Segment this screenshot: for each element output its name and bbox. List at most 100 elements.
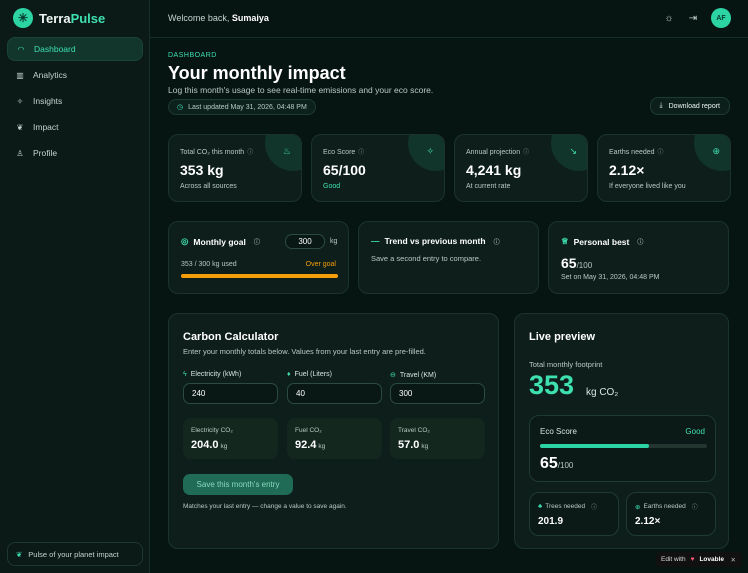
app-name: Terra: [39, 10, 71, 26]
fuel-input[interactable]: 40: [287, 383, 382, 404]
sidebar-item-label: Dashboard: [34, 44, 76, 54]
sparkle-icon: ✧: [426, 146, 434, 156]
page-eyebrow: DASHBOARD: [168, 52, 217, 59]
info-icon[interactable]: ⓘ: [358, 150, 365, 156]
close-icon[interactable]: ✕: [730, 556, 736, 564]
info-icon[interactable]: ⓘ: [247, 150, 254, 156]
gauge-icon: ◠: [17, 44, 25, 54]
earths-needed-box: ⊕ Earths needed ⓘ 2.12×: [626, 492, 716, 536]
sidebar-item-label: Insights: [33, 96, 63, 106]
info-icon[interactable]: ⓘ: [253, 240, 260, 246]
sidebar-item-dashboard[interactable]: ◠ Dashboard: [7, 37, 143, 61]
sidebar-item-analytics[interactable]: ▥ Analytics: [7, 63, 143, 87]
info-icon[interactable]: ⓘ: [523, 150, 530, 156]
app-logo[interactable]: ✳ TerraPulse: [13, 8, 105, 28]
stat-note: If everyone lived like you: [609, 183, 686, 190]
sidebar-item-label: Profile: [33, 148, 58, 158]
avatar[interactable]: AF: [711, 8, 731, 28]
bar-chart-icon: ▥: [16, 70, 24, 80]
clock-icon: ◷: [177, 104, 184, 111]
globe-icon: ⊕: [712, 146, 720, 156]
sidebar-footer-text: Pulse of your planet impact: [28, 549, 119, 559]
electricity-input[interactable]: 240: [183, 383, 278, 404]
travel-input[interactable]: 300: [390, 383, 485, 404]
page-title: Your monthly impact: [168, 63, 346, 83]
fuel-drop-icon: ♦: [287, 371, 291, 378]
sidebar-item-profile[interactable]: ♙ Profile: [7, 141, 143, 165]
preview-title: Live preview: [529, 331, 596, 343]
logo-icon: ✳: [13, 8, 33, 28]
stat-note: At current rate: [466, 183, 511, 190]
leaf-icon: ❦: [16, 122, 24, 132]
trophy-icon: ♕: [561, 236, 569, 246]
globe-icon: ⊕: [635, 503, 641, 511]
eco-score-bar: [540, 444, 707, 448]
edit-with-lovable-badge[interactable]: Edit with ♥ Lovable ✕: [656, 552, 742, 567]
leaf-icon: ❦: [16, 549, 23, 559]
stat-value: 353 kg: [180, 162, 224, 178]
calculator-title: Carbon Calculator: [183, 331, 279, 343]
eco-score-fill: [540, 444, 649, 448]
personal-best-card: ♕ Personal best ⓘ 65/100 Set on May 31, 20…: [548, 221, 729, 294]
stat-value: 2.12×: [609, 162, 645, 178]
total-footprint-value: 353: [529, 370, 575, 400]
topbar: Welcome back, Sumaiya ☼ ⇥ AF: [150, 0, 748, 38]
download-report-button[interactable]: ⤓ Download report: [649, 97, 730, 115]
sidebar-item-label: Impact: [33, 122, 59, 132]
theme-toggle-icon[interactable]: ☼: [664, 12, 674, 24]
sparkles-icon: ✧: [16, 96, 24, 106]
goal-progress-bar: [181, 274, 338, 278]
sidebar: ✳ TerraPulse ◠ Dashboard ▥ Analytics ✧ Insi…: [0, 0, 150, 573]
trend-card: — Trend vs previous month ⓘ Save a second …: [358, 221, 539, 294]
user-name: Sumaiya: [231, 13, 269, 23]
sidebar-item-label: Analytics: [33, 70, 68, 80]
fuel-label: ♦ Fuel (Liters): [287, 371, 332, 378]
info-icon[interactable]: ⓘ: [637, 240, 644, 246]
page-subtitle: Log this month's usage to see real-time …: [168, 85, 434, 95]
stat-value: 4,241 kg: [466, 162, 522, 178]
total-footprint-label: Total monthly footprint: [529, 360, 603, 369]
car-icon: ⊖: [390, 372, 396, 379]
goal-input[interactable]: 300: [285, 234, 325, 249]
goal-used-text: 353 / 300 kg used: [181, 261, 237, 268]
eco-score-box: Eco Score Good 65/100: [529, 415, 716, 482]
personal-best-value: 65/100: [561, 255, 593, 271]
user-icon: ♙: [16, 148, 24, 158]
welcome-text: Welcome back, Sumaiya: [168, 13, 269, 23]
live-preview-card: Live preview Total monthly footprint 353…: [514, 313, 729, 549]
electricity-co2: Electricity CO₂ 204.0 kg: [183, 418, 278, 459]
trending-icon: ↘: [569, 146, 577, 156]
fuel-co2: Fuel CO₂ 92.4 kg: [287, 418, 382, 459]
calculator-note: Matches your last entry — change a value…: [183, 503, 347, 510]
info-icon[interactable]: ⓘ: [591, 505, 598, 511]
app-name-accent: Pulse: [70, 10, 106, 26]
earths-needed-value: 2.12×: [635, 516, 661, 527]
stat-card-total-co2: ♨ Total CO₂ this month ⓘ 353 kg Across al…: [168, 134, 302, 202]
tree-icon: ♣: [538, 503, 543, 510]
sidebar-item-impact[interactable]: ❦ Impact: [7, 115, 143, 139]
info-icon[interactable]: ⓘ: [657, 150, 664, 156]
minus-icon: —: [371, 236, 380, 246]
stat-card-earths-needed: ⊕ Earths needed ⓘ 2.12× If everyone lived…: [597, 134, 731, 202]
info-icon[interactable]: ⓘ: [691, 505, 698, 511]
carbon-calculator-card: Carbon Calculator Enter your monthly tot…: [168, 313, 499, 549]
sidebar-footer: ❦ Pulse of your planet impact: [7, 542, 143, 566]
stat-card-annual-projection: ↘ Annual projection ⓘ 4,241 kg At current…: [454, 134, 588, 202]
eco-score-value: 65/100: [540, 455, 574, 472]
info-icon[interactable]: ⓘ: [493, 239, 500, 246]
logout-icon[interactable]: ⇥: [688, 12, 698, 24]
save-entry-button[interactable]: Save this month's entry: [183, 474, 293, 495]
sidebar-nav: ◠ Dashboard ▥ Analytics ✧ Insights ❦ Impact …: [7, 37, 143, 167]
goal-unit: kg: [330, 238, 338, 245]
total-footprint-unit: kg CO₂: [586, 387, 619, 398]
trees-needed-value: 201.9: [538, 516, 564, 527]
goal-progress-fill: [181, 274, 338, 278]
trend-text: Save a second entry to compare.: [371, 254, 482, 263]
stat-note: Across all sources: [180, 183, 237, 190]
stat-value: 65/100: [323, 162, 366, 178]
lightning-icon: ϟ: [183, 371, 187, 378]
sidebar-item-insights[interactable]: ✧ Insights: [7, 89, 143, 113]
download-icon: ⤓: [659, 102, 663, 109]
calculator-subtitle: Enter your monthly totals below. Values …: [183, 347, 426, 356]
heart-icon: ♥: [690, 556, 695, 563]
